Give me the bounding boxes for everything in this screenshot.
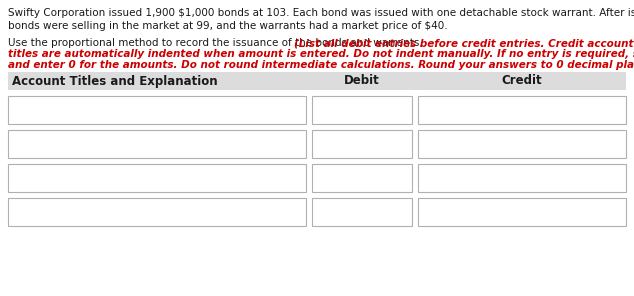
Bar bbox=[418, 198, 626, 226]
Text: titles are automatically indented when amount is entered. Do not indent manually: titles are automatically indented when a… bbox=[8, 49, 634, 59]
Bar bbox=[312, 96, 412, 124]
Bar bbox=[8, 198, 306, 226]
Text: and enter 0 for the amounts. Do not round intermediate calculations. Round your : and enter 0 for the amounts. Do not roun… bbox=[8, 60, 634, 70]
Text: bonds were selling in the market at 99, and the warrants had a market price of $: bonds were selling in the market at 99, … bbox=[8, 21, 448, 31]
Bar bbox=[8, 72, 626, 90]
Bar bbox=[8, 96, 306, 124]
Bar bbox=[8, 164, 306, 192]
Text: Debit: Debit bbox=[344, 75, 380, 88]
Bar bbox=[8, 130, 306, 158]
Bar bbox=[418, 130, 626, 158]
Text: (List all debit entries before credit entries. Credit account: (List all debit entries before credit en… bbox=[294, 38, 633, 48]
Bar bbox=[418, 164, 626, 192]
Text: Account Titles and Explanation: Account Titles and Explanation bbox=[12, 75, 217, 88]
Text: Credit: Credit bbox=[501, 75, 542, 88]
Bar bbox=[312, 198, 412, 226]
Bar bbox=[418, 96, 626, 124]
Bar bbox=[312, 130, 412, 158]
Text: Swifty Corporation issued 1,900 $1,000 bonds at 103. Each bond was issued with o: Swifty Corporation issued 1,900 $1,000 b… bbox=[8, 8, 634, 18]
Text: Use the proportional method to record the issuance of the bonds and warrants.: Use the proportional method to record th… bbox=[8, 38, 426, 48]
Bar bbox=[312, 164, 412, 192]
